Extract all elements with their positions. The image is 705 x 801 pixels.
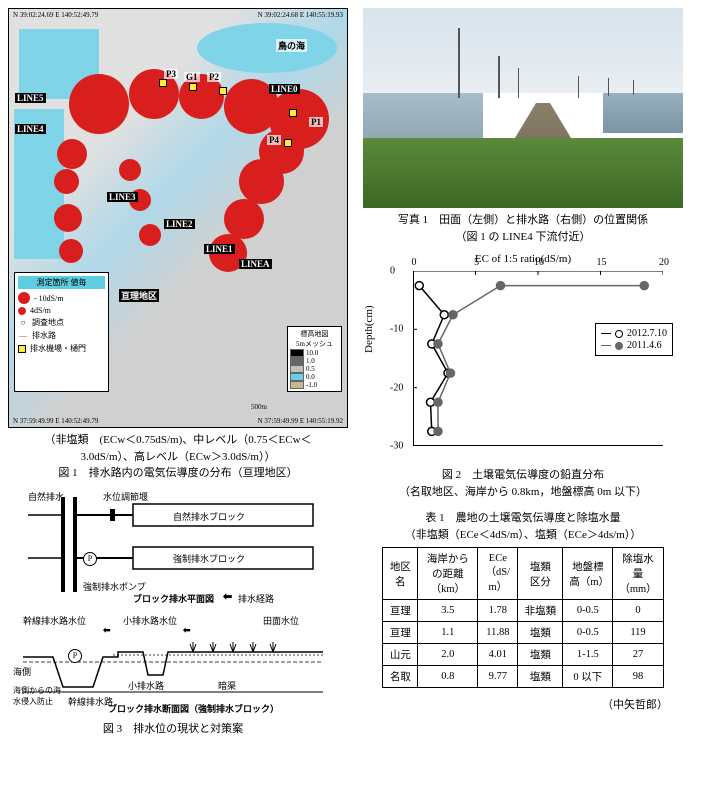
p1-label: P1 — [309, 117, 323, 127]
photo1 — [363, 8, 683, 208]
photo1-caption: 写真 1 田面（左側）と排水路（右側）の位置関係 （図 1 の LINE4 下流… — [358, 212, 688, 245]
p2-label: P2 — [207, 72, 221, 82]
map-legend: 測定箇所 値毎 - 10dS/m 4dS/m ○調査地点 —排水路 排水機場・樋… — [14, 272, 109, 392]
table-row: 亘理3.51.78非塩類0-0.50 — [383, 600, 663, 622]
line4-label: LINE4 — [15, 124, 46, 134]
table1-title: 表 1 農地の土壌電気伝導度と除塩水量 （非塩類（ECe＜4dS/m）、塩類（E… — [358, 510, 688, 543]
line1-label: LINE1 — [204, 244, 235, 254]
coord-sw: N 37:59:49.99 E 140:52:49.79 — [13, 417, 98, 425]
table1: 地区 名海岸から の距離 （km）ECe （dS/ m）塩類 区分地盤標 高（m… — [382, 547, 663, 688]
fig3-caption: 図 3 排水位の現状と対策案 — [8, 721, 338, 738]
table-row: 亘理1.111.88塩類0-0.5119 — [383, 622, 663, 644]
chart-legend: 2012.7.10 2011.4.6 — [595, 323, 673, 356]
pump-icon: P — [83, 552, 97, 566]
line5-label: LINE5 — [15, 93, 46, 103]
g1-label: G1 — [184, 72, 200, 82]
fig1-caption: （非塩類 (ECw＜0.75dS/m)、中レベル（0.75＜ECw＜ 3.0dS… — [8, 432, 348, 482]
line0-label: LINE0 — [269, 84, 300, 94]
p4-label: P4 — [267, 135, 281, 145]
figure1-map: N 39:02:24.69 E 140:52:49.79 N 39:02:24.… — [8, 8, 348, 428]
coord-ne: N 39:02:24.68 E 140:55:19.93 — [258, 11, 343, 19]
chart-ylabel: Depth(cm) — [363, 305, 375, 353]
linea-label: LINEA — [239, 259, 272, 269]
coord-se: N 37:59:49.99 E 140:55:19.92 — [258, 417, 343, 425]
sea-label: 鳥の海 — [276, 39, 307, 52]
author-name: （中矢哲郎） — [358, 696, 688, 712]
table-row: 山元2.04.01塩類1-1.527 — [383, 644, 663, 666]
table-col-header: 海岸から の距離 （km） — [418, 548, 478, 600]
table-col-header: 地盤標 高（m） — [563, 548, 613, 600]
ec-depth-chart: EC of 1:5 ratio(dS/m) Depth(cm) 05101520… — [363, 253, 683, 463]
table-col-header: 除塩水 量（mm） — [613, 548, 663, 600]
table-col-header: ECe （dS/ m） — [478, 548, 518, 600]
table-col-header: 塩類 区分 — [518, 548, 563, 600]
elevation-legend: 標高地図 5mメッシュ 10.01.00.50.0-1.0 — [287, 326, 342, 392]
fig2-caption: 図 2 土壌電気伝導度の鉛直分布 （名取地区、海岸から 0.8km，地盤標高 0… — [358, 467, 688, 500]
line3-label: LINE3 — [107, 192, 138, 202]
line2-label: LINE2 — [164, 219, 195, 229]
pump-icon: P — [68, 649, 82, 663]
district-label: 亘理地区 — [119, 289, 159, 302]
p3-label: P3 — [164, 69, 178, 79]
coord-nw: N 39:02:24.69 E 140:52:49.79 — [13, 11, 98, 19]
table-row: 名取0.89.77塩類0 以下98 — [383, 666, 663, 688]
figure3-diagram: P 自然排水 水位調節堰 自然排水ブロック 強制排水ブロック 強制排水ポンプ ブ… — [8, 492, 338, 738]
table-col-header: 地区 名 — [383, 548, 418, 600]
